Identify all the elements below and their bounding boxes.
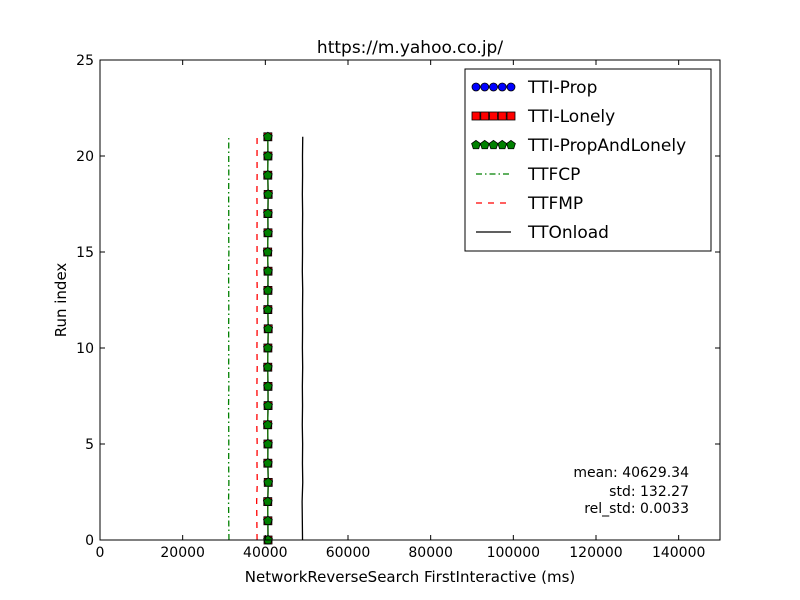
data-point	[263, 438, 273, 449]
legend-marker	[497, 82, 507, 92]
legend-item: TTFMP	[476, 194, 583, 214]
legend-box	[464, 68, 712, 252]
legend-item: TTI-Lonely	[471, 107, 615, 127]
legend-item: TTI-PropAndLonely	[471, 136, 686, 156]
data-point	[263, 227, 273, 237]
series-line-ttonload	[301, 136, 304, 541]
data-point	[263, 208, 273, 218]
data-point	[263, 458, 273, 468]
legend-label: TTI-Prop	[527, 78, 597, 98]
legend-marker	[506, 139, 516, 150]
legend-marker	[497, 139, 508, 150]
series-layer	[227, 131, 304, 545]
series-ttfmp	[255, 136, 258, 541]
x-tick-label: 0	[96, 545, 105, 561]
data-point	[262, 362, 273, 372]
data-point	[263, 342, 273, 353]
data-point	[263, 381, 273, 391]
data-point	[263, 304, 273, 314]
data-point	[263, 515, 273, 525]
y-tick-label: 0	[85, 533, 94, 549]
stat-rel-std: rel_std: 0.0033	[584, 501, 689, 517]
data-point	[262, 246, 273, 257]
y-axis-label: Run index	[52, 263, 70, 338]
legend-marker	[489, 82, 498, 92]
series-line-ttfmp	[255, 136, 258, 541]
data-point	[263, 323, 274, 333]
legend-marker	[480, 111, 490, 121]
legend-label: TTI-Lonely	[527, 107, 615, 127]
legend: TTI-Prop TTI-Lonely TTI-PropAndLonely TTFCP…	[464, 68, 712, 252]
data-point	[262, 170, 273, 180]
stat-mean: mean: 40629.34	[573, 465, 689, 481]
data-point	[262, 419, 273, 429]
x-axis-label: NetworkReverseSearch FirstInteractive (m…	[245, 568, 576, 586]
x-tick-label: 120000	[569, 545, 622, 561]
y-tick-label: 10	[76, 341, 94, 357]
x-tick-label: 20000	[160, 545, 205, 561]
legend-label: TTOnload	[527, 223, 609, 243]
legend-item: TTI-Prop	[471, 78, 597, 98]
y-tick-label: 15	[76, 245, 94, 261]
plot-area-frame	[99, 59, 721, 541]
legend-label: TTI-PropAndLonely	[527, 136, 686, 156]
legend-marker	[471, 139, 481, 150]
y-tick-label: 20	[76, 149, 94, 165]
x-tick-label: 60000	[326, 545, 371, 561]
data-point	[263, 266, 273, 276]
data-point	[263, 131, 273, 141]
data-point	[262, 496, 273, 506]
legend-marker	[480, 82, 490, 92]
data-point	[263, 150, 273, 161]
x-tick-label: 40000	[243, 545, 288, 561]
data-point	[263, 477, 274, 487]
chart-title: https://m.yahoo.co.jp/	[317, 38, 503, 58]
legend-marker	[479, 139, 490, 150]
legend-marker	[471, 111, 481, 121]
legend-items: TTI-Prop TTI-Lonely TTI-PropAndLonely TTFCP…	[471, 78, 686, 243]
y-tick-label: 25	[76, 53, 94, 69]
data-point	[263, 189, 273, 199]
legend-label: TTFMP	[527, 194, 583, 214]
x-tick-label: 80000	[408, 545, 453, 561]
legend-marker	[489, 111, 498, 121]
legend-marker	[506, 82, 516, 92]
stat-std: std: 132.27	[609, 484, 689, 500]
data-point	[263, 400, 273, 410]
legend-marker	[471, 82, 481, 92]
legend-marker	[506, 111, 516, 121]
axis-layer: 0 20000 40000 60000 80000 100000 120000 140000 0…	[76, 53, 720, 561]
y-tick-label: 5	[85, 437, 94, 453]
x-tick-label: 100000	[487, 545, 540, 561]
data-point	[263, 285, 273, 295]
series-ttonload	[301, 136, 304, 541]
series-line-tti-propandlonely	[267, 136, 269, 541]
legend-marker	[488, 139, 499, 150]
x-tick-label: 140000	[652, 545, 705, 561]
legend-label: TTFCP	[527, 165, 580, 185]
legend-marker	[497, 111, 507, 121]
series-tti-propandlonely	[262, 131, 274, 545]
legend-item: TTOnload	[476, 223, 609, 243]
legend-item: TTFCP	[476, 165, 580, 185]
